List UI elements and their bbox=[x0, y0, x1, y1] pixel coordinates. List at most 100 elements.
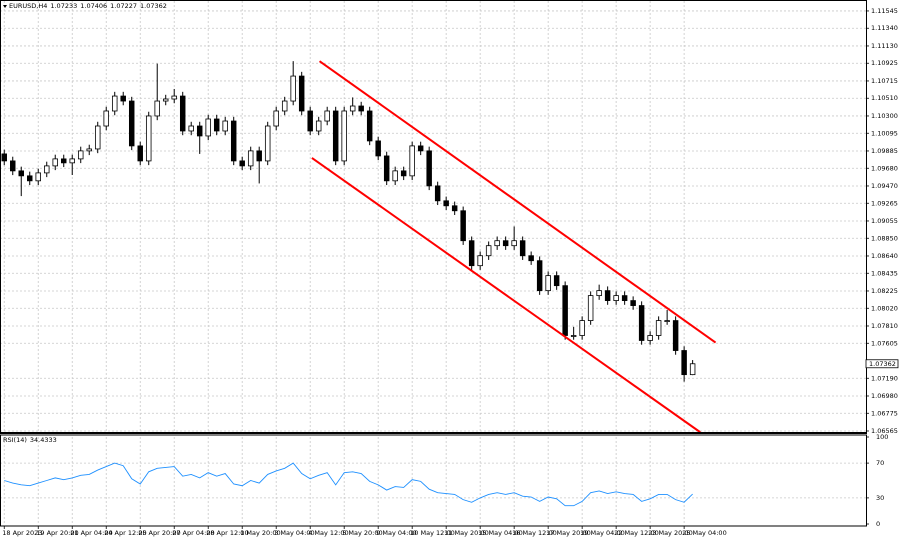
candle-body bbox=[205, 118, 211, 137]
candle-body bbox=[52, 158, 58, 167]
candle-body bbox=[77, 150, 84, 160]
candle-body bbox=[664, 320, 670, 322]
candle-body bbox=[264, 125, 271, 162]
x-tick-label: 22 May 12:00 bbox=[614, 529, 659, 537]
candle-body bbox=[604, 290, 611, 301]
y-tick-label: 1.11340 bbox=[871, 24, 898, 32]
x-tick-label: 23 May 20:00 bbox=[648, 529, 693, 537]
candle-body bbox=[358, 105, 364, 112]
y-tick-label: 70 bbox=[876, 459, 884, 467]
y-tick-label: 1.09680 bbox=[871, 164, 898, 172]
y-tick-label: 1.10300 bbox=[871, 112, 898, 120]
candle-body bbox=[222, 120, 228, 132]
candle-body bbox=[239, 160, 245, 167]
y-tick-label: 100 bbox=[876, 433, 888, 441]
x-tick-label: 11 May 20:00 bbox=[444, 529, 489, 537]
candle-body bbox=[247, 150, 254, 167]
x-tick-label: 24 Apr 12:00 bbox=[104, 529, 146, 537]
y-tick-label: 0 bbox=[876, 520, 880, 528]
rsi-line bbox=[4, 462, 693, 507]
rsi-frame bbox=[0, 434, 867, 527]
y-tick-label: 1.10095 bbox=[871, 129, 898, 137]
y-tick-label: 1.07810 bbox=[871, 322, 898, 330]
rsi-grid bbox=[0, 437, 866, 524]
y-tick-label: 1.10925 bbox=[871, 59, 898, 67]
y-tick-label: 1.09885 bbox=[871, 147, 898, 155]
candle-body bbox=[61, 158, 67, 164]
y-tick-label: 1.08225 bbox=[871, 287, 898, 295]
y-tick-label: 1.06565 bbox=[871, 427, 898, 435]
y-tick-label: 1.06980 bbox=[871, 392, 898, 400]
candle-body bbox=[230, 120, 237, 162]
candle-body bbox=[111, 95, 118, 112]
x-tick-label: 1 May 20:00 bbox=[240, 529, 280, 537]
candle-body bbox=[44, 165, 50, 174]
x-tick-label: 5 May 20:00 bbox=[342, 529, 382, 537]
candle-body bbox=[298, 75, 305, 112]
candle-body bbox=[188, 125, 194, 132]
candle-body bbox=[307, 110, 313, 132]
candle-body bbox=[417, 145, 424, 152]
y-tick-label: 30 bbox=[876, 494, 884, 502]
open-value: 1.07233 bbox=[50, 2, 77, 10]
candle-body bbox=[171, 95, 177, 100]
x-tick-label: 16 May 12:00 bbox=[512, 529, 557, 537]
x-tick-label: 3 May 04:00 bbox=[274, 529, 314, 537]
menu-arrow bbox=[3, 5, 7, 8]
candle-body bbox=[409, 145, 415, 177]
candle-body bbox=[494, 240, 500, 247]
candle-body bbox=[621, 295, 628, 301]
candle-body bbox=[332, 110, 339, 162]
x-tick-label: 19 Apr 20:00 bbox=[36, 529, 78, 537]
price-label-box bbox=[865, 359, 899, 369]
x-tick-label: 17 May 20:00 bbox=[546, 529, 591, 537]
y-tick-label: 1.08640 bbox=[871, 252, 898, 260]
y-tick-label: 1.10715 bbox=[871, 77, 898, 85]
candle-body bbox=[672, 320, 679, 351]
x-tick-label: 25 Apr 20:00 bbox=[138, 529, 180, 537]
y-tick-label: 1.11545 bbox=[871, 7, 898, 15]
candle-body bbox=[103, 110, 109, 127]
y-tick-label: 1.08850 bbox=[871, 234, 898, 242]
candle-body bbox=[383, 155, 390, 182]
candle-body bbox=[120, 95, 126, 102]
candle-body bbox=[94, 125, 101, 150]
high-value: 1.07406 bbox=[80, 2, 107, 10]
candle-body bbox=[647, 335, 653, 341]
candle-body bbox=[341, 110, 347, 162]
x-tick-label: 27 Apr 04:00 bbox=[172, 529, 214, 537]
candle-body bbox=[375, 140, 381, 157]
candle-body bbox=[579, 320, 585, 336]
candle-body bbox=[1, 153, 7, 162]
rsi-title: RSI(14) bbox=[3, 436, 27, 444]
candle-body bbox=[485, 245, 492, 257]
candle-body bbox=[86, 148, 92, 152]
channel-line bbox=[318, 60, 717, 344]
candle-body bbox=[528, 255, 534, 262]
candle-body bbox=[477, 255, 483, 267]
candle-body bbox=[681, 350, 687, 376]
y-tick-label: 1.06775 bbox=[871, 409, 898, 417]
candle-body bbox=[18, 170, 24, 177]
candle-body bbox=[366, 110, 373, 142]
candle-body bbox=[315, 120, 322, 132]
y-tick-label: 1.07605 bbox=[871, 339, 898, 347]
candle-body bbox=[562, 285, 568, 336]
candle-body bbox=[324, 110, 330, 122]
candle-body bbox=[154, 100, 160, 117]
y-tick-label: 1.07190 bbox=[871, 374, 898, 382]
candle-body bbox=[290, 75, 296, 102]
candle-body bbox=[587, 295, 594, 321]
y-tick-label: 1.08020 bbox=[871, 304, 898, 312]
candle-body bbox=[69, 158, 75, 164]
candle-body bbox=[613, 295, 619, 301]
candle-body bbox=[273, 110, 279, 127]
y-tick-label: 1.09265 bbox=[871, 199, 898, 207]
candle-body bbox=[468, 240, 475, 267]
candle-body bbox=[145, 115, 152, 162]
candle-body bbox=[443, 200, 449, 207]
candle-body bbox=[460, 210, 466, 242]
x-tick-label: 19 May 04:00 bbox=[580, 529, 625, 537]
